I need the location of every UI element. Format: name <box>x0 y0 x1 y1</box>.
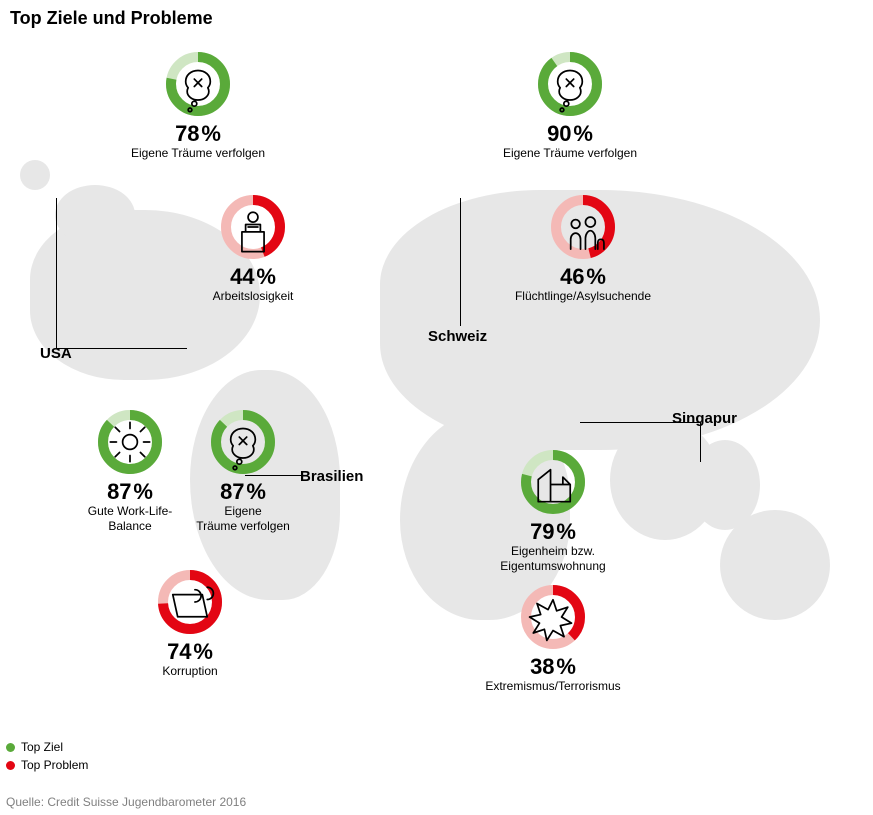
stat-label: Arbeitslosigkeit <box>178 289 328 304</box>
legend-label: Top Ziel <box>21 740 63 754</box>
stat-label: Korruption <box>115 664 265 679</box>
legend-item: Top Problem <box>6 758 88 772</box>
stat-label: Extremismus/Terrorismus <box>478 679 628 694</box>
money-icon <box>158 570 222 634</box>
stat-percent: 90 % <box>495 122 645 146</box>
stat-label: Eigene Träume verfolgen <box>123 146 273 161</box>
page-title: Top Ziele und Probleme <box>10 8 213 29</box>
house-icon <box>521 450 585 514</box>
sun-icon <box>98 410 162 474</box>
country-label: Singapur <box>672 410 737 427</box>
legend-dot-icon <box>6 761 15 770</box>
stat-label: Eigenheim bzw. Eigentumswohnung <box>478 544 628 574</box>
stat-percent: 44 % <box>178 265 328 289</box>
country-label: USA <box>40 345 72 362</box>
stat-label: Eigene Träume verfolgen <box>495 146 645 161</box>
legend-dot-icon <box>6 743 15 752</box>
stat-br-problem: 74 % Korruption <box>115 570 265 679</box>
stat-label: Flüchtlinge/Asylsuchende <box>508 289 658 304</box>
leader-line <box>460 198 462 326</box>
legend-label: Top Problem <box>21 758 88 772</box>
dream-icon <box>166 52 230 116</box>
stat-label: EigeneTräume verfolgen <box>168 504 318 534</box>
burst-icon <box>521 585 585 649</box>
stat-sg-goal: 79 % Eigenheim bzw. Eigentumswohnung <box>478 450 628 574</box>
stat-percent: 79 % <box>478 520 628 544</box>
stat-sg-problem: 38 % Extremismus/Terrorismus <box>478 585 628 694</box>
legend: Top Ziel Top Problem <box>6 740 88 776</box>
country-label: Brasilien <box>300 468 363 485</box>
stat-percent: 87 % <box>168 480 318 504</box>
legend-item: Top Ziel <box>6 740 88 754</box>
stat-usa-problem: 44 % Arbeitslosigkeit <box>178 195 328 304</box>
stat-ch-problem: 46 % Flüchtlinge/Asylsuchende <box>508 195 658 304</box>
dream-icon <box>538 52 602 116</box>
people-icon <box>551 195 615 259</box>
job-icon <box>221 195 285 259</box>
stat-percent: 78 % <box>123 122 273 146</box>
leader-line <box>700 422 702 462</box>
dream-icon <box>211 410 275 474</box>
leader-line <box>56 198 187 349</box>
stat-usa-goal: 78 % Eigene Träume verfolgen <box>123 52 273 161</box>
stat-percent: 38 % <box>478 655 628 679</box>
stat-ch-goal: 90 % Eigene Träume verfolgen <box>495 52 645 161</box>
stat-percent: 74 % <box>115 640 265 664</box>
stat-percent: 46 % <box>508 265 658 289</box>
source-credit: Quelle: Credit Suisse Jugendbarometer 20… <box>6 795 246 809</box>
stat-br-goal-b: 87 % EigeneTräume verfolgen <box>168 410 318 534</box>
world-map <box>0 90 873 650</box>
country-label: Schweiz <box>428 328 487 345</box>
